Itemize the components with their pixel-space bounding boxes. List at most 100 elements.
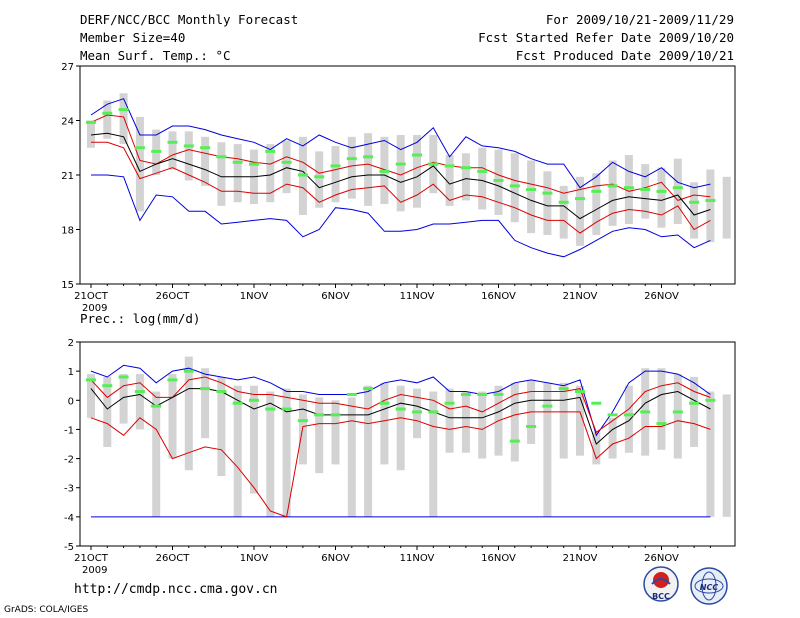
member-size-label: Member Size=40 [80, 30, 186, 45]
x-tick-label: 21OCT [74, 291, 109, 302]
y-tick-label: -4 [64, 513, 74, 524]
ensemble-mean-line [90, 132, 711, 220]
ensemble-box [673, 374, 682, 459]
ensemble-box [217, 142, 226, 206]
median-marker [216, 390, 227, 394]
ensemble-box [315, 151, 324, 208]
ensemble-box [152, 391, 161, 517]
ensemble-box [543, 171, 552, 235]
median-marker [607, 184, 618, 188]
median-marker [705, 398, 716, 402]
x-tick-label: 1NOV [240, 291, 269, 302]
ncc-logo-icon: NCC [690, 567, 728, 605]
median-marker [672, 186, 683, 190]
median-marker [363, 155, 374, 159]
ensemble-box [543, 382, 552, 517]
median-marker [656, 422, 667, 426]
ensemble-box [87, 374, 95, 418]
y-tick-label: 2 [68, 338, 74, 349]
ensemble-box [576, 176, 584, 246]
median-marker [558, 200, 569, 204]
median-marker [314, 413, 325, 417]
median-marker [526, 425, 537, 429]
median-marker [363, 387, 374, 391]
ensemble-box [641, 164, 650, 219]
spread-lower-line [91, 141, 711, 234]
y-tick-label: -1 [64, 425, 74, 436]
x-tick-label: 21OCT [74, 553, 109, 564]
y-tick-label: 0 [68, 396, 74, 407]
median-marker [151, 404, 162, 408]
ensemble-box [494, 149, 503, 215]
median-marker [346, 392, 357, 396]
ensemble-box [706, 169, 715, 243]
median-marker [575, 390, 585, 394]
ensemble-box [331, 145, 340, 203]
median-marker [460, 392, 471, 396]
ensemble-box [347, 136, 356, 199]
median-marker [346, 157, 357, 161]
ensemble-box [266, 144, 275, 203]
median-marker [265, 407, 276, 411]
x-year-label: 2009 [82, 565, 107, 576]
ensemble-box [331, 400, 340, 465]
variable-label: Mean Surf. Temp.: °C [80, 48, 231, 63]
median-marker [151, 149, 162, 153]
median-marker [118, 375, 129, 379]
median-marker [379, 401, 390, 405]
x-year-label: 2009 [82, 303, 107, 314]
ensemble-box [673, 158, 682, 225]
median-marker [200, 387, 211, 391]
ensemble-box [722, 394, 731, 517]
median-marker [249, 398, 259, 402]
median-marker [509, 184, 520, 188]
ensemble-box [135, 116, 144, 212]
chart-title: DERF/NCC/BCC Monthly Forecast [80, 12, 299, 27]
x-tick-label: 21NOV [563, 553, 598, 564]
median-marker [102, 111, 113, 115]
ensemble-box [657, 167, 666, 228]
fcst-started-date: Fcst Started Refer Date 2009/10/20 [478, 30, 734, 45]
ensemble-box [135, 374, 144, 430]
ensemble-box [396, 385, 405, 471]
plot-frame [79, 341, 736, 547]
x-tick-label: 16NOV [481, 291, 516, 302]
ensemble-box [510, 382, 519, 462]
ensemble-box [217, 376, 226, 477]
ensemble-box [559, 185, 568, 239]
ensemble-box [461, 391, 470, 453]
x-tick-label: 6NOV [321, 553, 350, 564]
y-tick-label: -5 [64, 542, 74, 553]
ensemble-box [298, 394, 307, 465]
x-tick-label: 11NOV [400, 291, 435, 302]
ensemble-box [576, 385, 584, 456]
precip-panel-title: Prec.: log(mm/d) [80, 311, 200, 326]
ensemble-box [690, 182, 699, 239]
fcst-produced-date: Fcst Produced Date 2009/10/21 [515, 48, 734, 63]
median-marker [330, 413, 341, 417]
grads-credit: GrADS: COLA/IGES [4, 605, 89, 615]
median-marker [640, 410, 651, 414]
ensemble-box [168, 374, 177, 459]
median-marker [526, 188, 537, 192]
x-tick-label: 16NOV [481, 553, 516, 564]
median-marker [493, 392, 504, 396]
x-tick-label: 21NOV [563, 291, 598, 302]
ensemble-box [282, 140, 291, 194]
median-marker [200, 146, 211, 150]
bcc-logo-text: BCC [652, 592, 670, 601]
ensemble-box [119, 93, 128, 145]
median-marker [444, 164, 455, 168]
x-tick-label: 26OCT [156, 553, 191, 564]
ensemble-box [119, 374, 128, 424]
ensemble-box [478, 391, 487, 459]
median-marker [232, 401, 243, 405]
ensemble-box [168, 131, 177, 170]
source-url[interactable]: http://cmdp.ncc.cma.gov.cn [74, 582, 278, 597]
median-marker [297, 419, 308, 423]
x-tick-label: 11NOV [400, 553, 435, 564]
median-marker [330, 164, 341, 168]
median-marker [444, 401, 455, 405]
ensemble-box [624, 385, 633, 453]
